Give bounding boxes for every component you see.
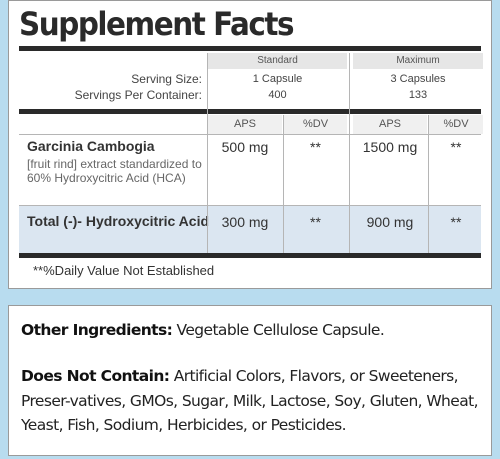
- standard-dv-value: **: [310, 214, 321, 230]
- row-divider: [19, 205, 481, 206]
- ingredient-description: [fruit rind] extract standardized to 60%…: [27, 157, 202, 185]
- serving-size-label: Serving Size:: [131, 72, 202, 86]
- footnote: **%Daily Value Not Established: [33, 263, 215, 278]
- column-header-standard: Standard: [208, 53, 347, 69]
- standard-dv-value: **: [310, 139, 321, 155]
- maximum-dv-header: %DV: [429, 115, 483, 134]
- column-divider: [283, 115, 284, 253]
- does-not-contain-text: Artificial Colors, Flavors, or Sweetener…: [21, 367, 479, 434]
- servings-per-container-label: Servings Per Container:: [74, 88, 202, 102]
- column-divider: [349, 53, 350, 253]
- maximum-aps-value: 900 mg: [366, 214, 414, 230]
- standard-dv-header: %DV: [284, 115, 347, 134]
- other-ingredients-label: Other Ingredients:: [21, 321, 173, 339]
- serving-divider: [19, 109, 481, 114]
- highlight-row: [19, 206, 481, 253]
- maximum-aps-value: 1500 mg: [362, 139, 418, 155]
- maximum-aps-header: APS: [353, 115, 427, 134]
- other-ingredients-text: Vegetable Cellulose Capsule.: [176, 321, 385, 339]
- title-divider: [19, 46, 481, 51]
- other-ingredients: Other Ingredients: Vegetable Cellulose C…: [21, 318, 481, 343]
- row-divider: [19, 134, 481, 135]
- column-header-maximum: Maximum: [353, 53, 483, 69]
- column-divider: [207, 53, 208, 253]
- maximum-servings-per-container: 133: [408, 89, 428, 101]
- standard-servings-per-container: 400: [268, 89, 287, 101]
- standard-serving-size: 1 Capsule: [252, 73, 303, 85]
- standard-aps-value: 500 mg: [221, 139, 269, 155]
- page-title: Supplement Facts: [19, 5, 295, 43]
- ingredient-name: Total (-)- Hydroxycitric Acid: [27, 213, 210, 229]
- standard-aps-value: 300 mg: [221, 214, 269, 230]
- maximum-dv-value: **: [450, 139, 462, 155]
- does-not-contain: Does Not Contain: Artificial Colors, Fla…: [21, 364, 481, 438]
- column-divider: [428, 115, 429, 253]
- table-bottom-divider: [19, 253, 481, 258]
- standard-aps-header: APS: [208, 115, 282, 134]
- ingredients-panel: Other Ingredients: Vegetable Cellulose C…: [8, 305, 492, 456]
- supplement-facts-panel: Supplement Facts Standard Maximum Servin…: [8, 0, 492, 289]
- does-not-contain-label: Does Not Contain:: [21, 367, 170, 385]
- maximum-serving-size: 3 Capsules: [390, 73, 446, 85]
- ingredient-name: Garcinia Cambogia: [27, 138, 155, 154]
- maximum-dv-value: **: [450, 214, 462, 230]
